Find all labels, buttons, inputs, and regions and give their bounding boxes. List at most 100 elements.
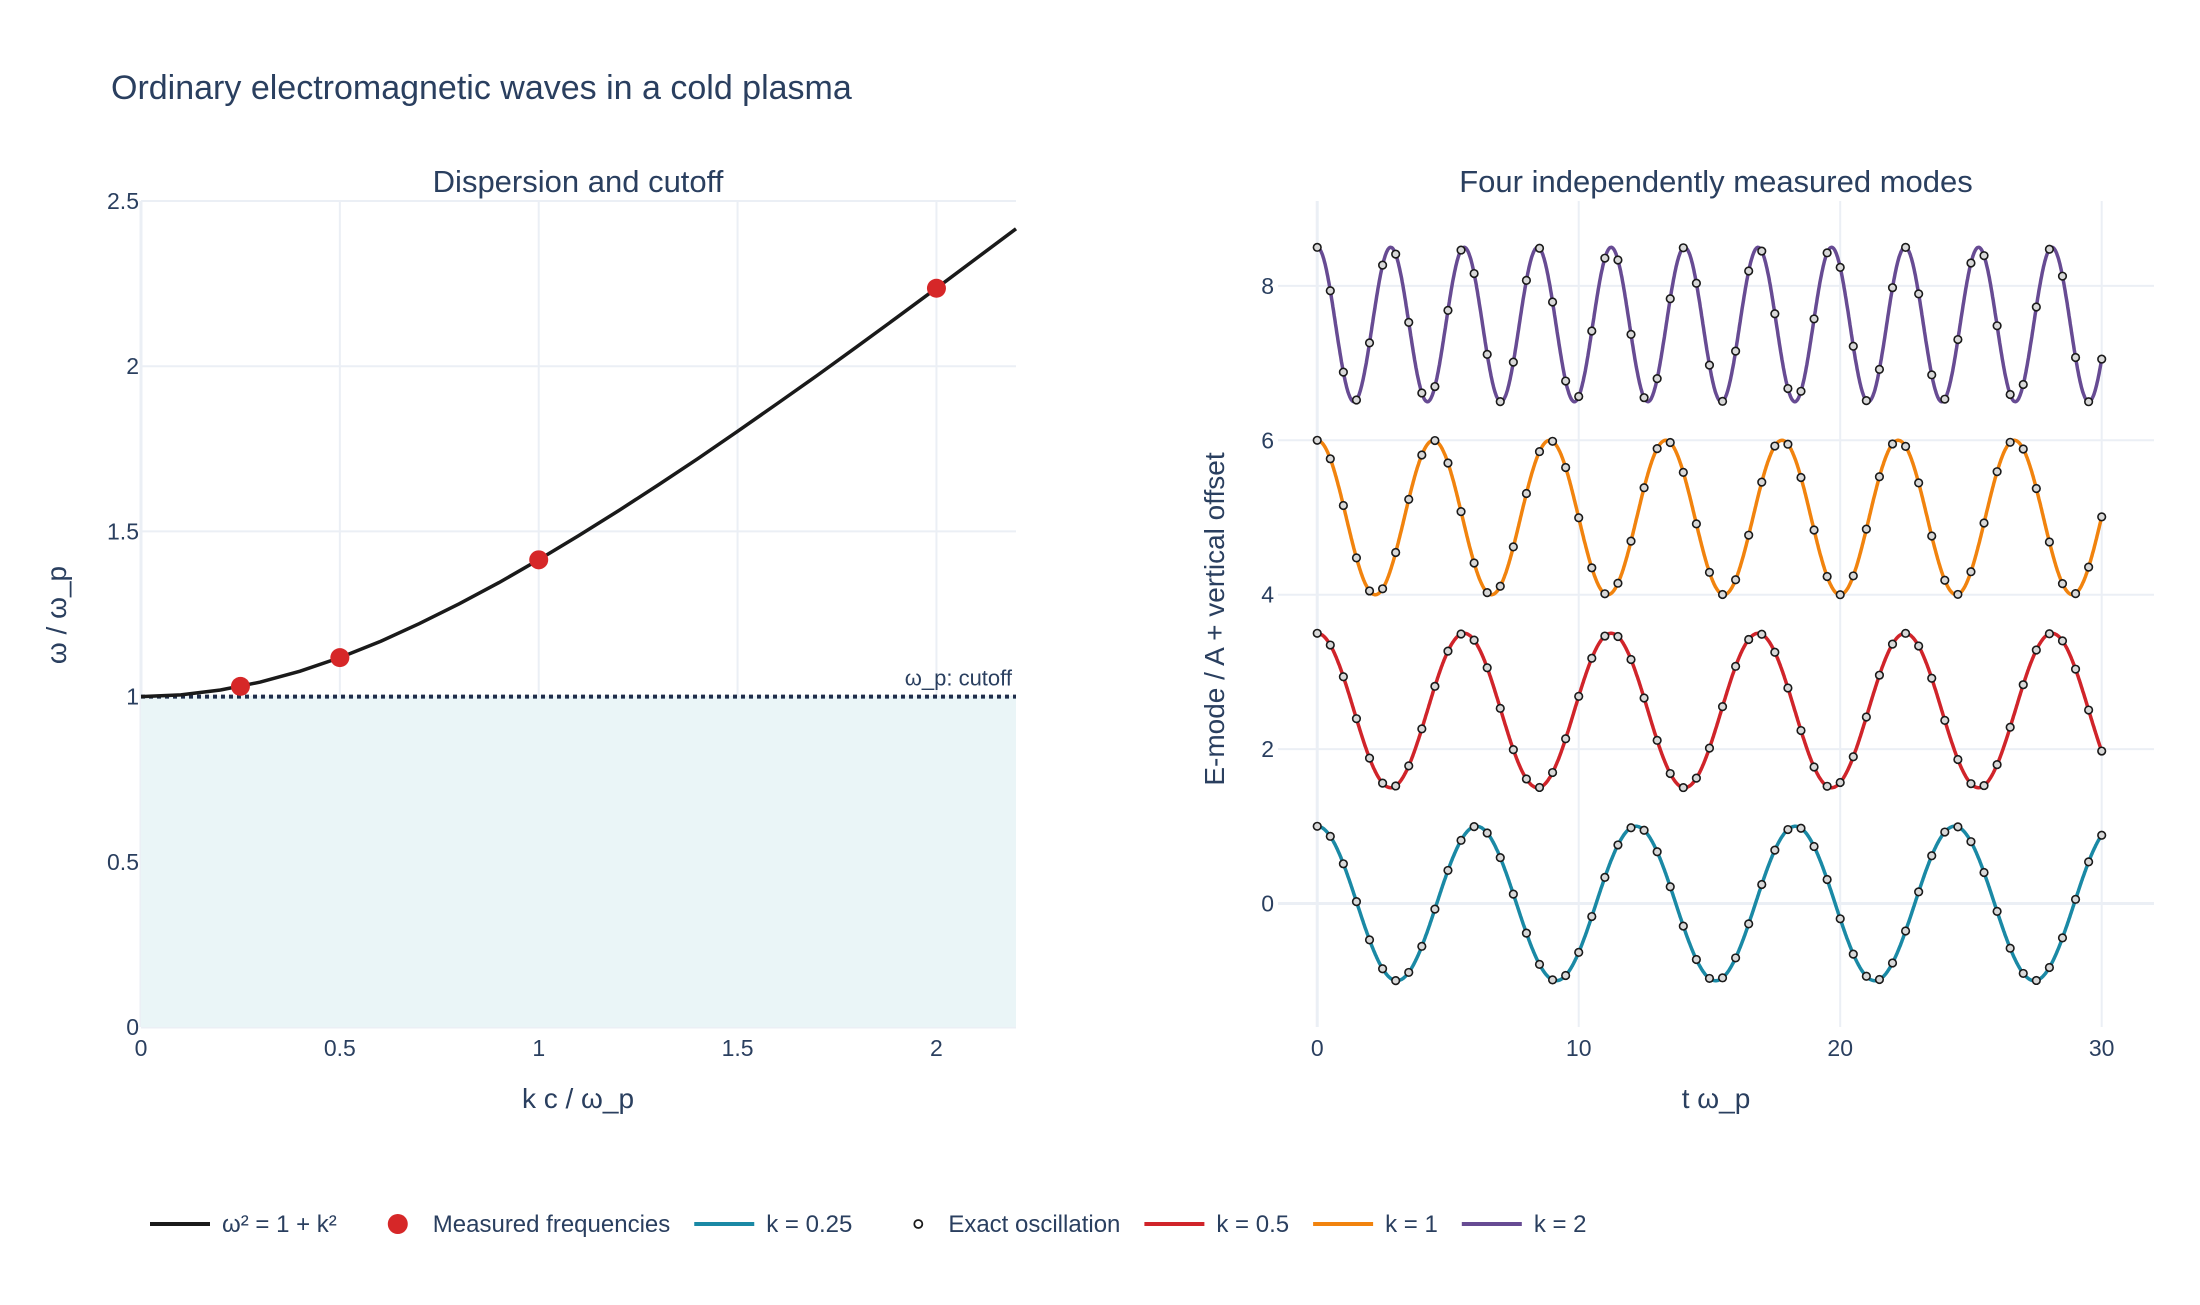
exact-oscillation-marker — [1574, 947, 1584, 957]
exact-oscillation-marker — [1469, 558, 1479, 568]
exact-oscillation-marker — [1953, 754, 1963, 765]
dispersion-curve — [140, 227, 1018, 699]
evanescent-region — [141, 696, 1016, 1027]
exact-oscillation-marker — [1717, 589, 1728, 600]
legend-item[interactable]: ω² = 1 + k² — [150, 1211, 337, 1238]
exact-oscillation-marker — [2018, 968, 2028, 979]
exact-oscillation-marker — [1443, 305, 1453, 315]
dispersion-panel-title: Dispersion and cutoff — [433, 164, 724, 199]
exact-oscillation-marker — [1770, 441, 1780, 451]
exact-oscillation-marker — [1992, 906, 2002, 916]
legend-item[interactable]: k = 2 — [1461, 1211, 1587, 1238]
exact-oscillation-marker — [1613, 578, 1623, 588]
exact-oscillation-marker — [1534, 782, 1545, 793]
exact-oscillation-marker — [1966, 779, 1976, 789]
exact-oscillation-marker — [1900, 628, 1911, 638]
exact-oscillation-marker — [1887, 639, 1898, 649]
measured-frequency-point — [230, 676, 250, 696]
exact-oscillation-marker — [2070, 352, 2081, 363]
legend-item[interactable]: Exact oscillation — [913, 1211, 1120, 1238]
exact-oscillation-marker — [1652, 735, 1662, 745]
mode-curve-k-2 — [1316, 245, 2104, 404]
legend-item[interactable]: Measured frequencies — [387, 1211, 670, 1238]
exact-oscillation-marker — [2018, 680, 2028, 690]
y-tick-label: 0 — [1261, 890, 1274, 916]
exact-oscillation-marker — [1796, 725, 1806, 736]
exact-oscillation-marker — [1534, 446, 1545, 457]
exact-oscillation-marker — [1521, 928, 1532, 938]
exact-oscillation-marker — [1639, 693, 1649, 703]
exact-oscillation-marker — [1613, 255, 1623, 265]
exact-oscillation-marker — [1312, 821, 1322, 831]
exact-oscillation-marker — [1364, 935, 1375, 945]
exact-oscillation-marker — [1887, 958, 1898, 968]
exact-oscillation-marker — [1809, 841, 1819, 852]
exact-oscillation-marker — [1861, 524, 1871, 534]
exact-oscillation-marker — [1495, 852, 1505, 863]
exact-oscillation-marker — [1338, 367, 1348, 377]
exact-oscillation-marker — [1744, 634, 1754, 645]
exact-oscillation-marker — [1940, 715, 1950, 725]
legend-label: k = 0.25 — [766, 1211, 852, 1238]
exact-oscillation-marker — [1626, 329, 1636, 340]
legend-item[interactable]: k = 1 — [1313, 1211, 1438, 1238]
exact-oscillation-marker — [1508, 889, 1518, 899]
exact-oscillation-marker — [1665, 882, 1675, 892]
exact-oscillation-marker — [1377, 964, 1388, 974]
exact-oscillation-marker — [1613, 631, 1623, 642]
exact-oscillation-marker — [1848, 341, 1858, 351]
exact-oscillation-marker — [1757, 879, 1767, 890]
exact-oscillation-marker — [1521, 774, 1532, 784]
exact-oscillation-marker — [2057, 579, 2068, 589]
exact-oscillation-marker — [1377, 584, 1388, 594]
x-tick-label: 1 — [532, 1035, 545, 1061]
x-tick-label: 20 — [1827, 1035, 1853, 1061]
exact-oscillation-marker — [2031, 975, 2041, 986]
mode-curve-k-0-5 — [1317, 631, 2104, 790]
exact-oscillation-marker — [1757, 629, 1767, 639]
exact-oscillation-marker — [1351, 553, 1362, 563]
exact-oscillation-marker — [1600, 872, 1610, 882]
exact-oscillation-marker — [1691, 954, 1701, 965]
exact-oscillation-marker — [1887, 283, 1898, 293]
exact-oscillation-marker — [1848, 571, 1858, 581]
exact-oscillation-marker — [1364, 338, 1375, 348]
measured-frequency-point — [529, 550, 549, 570]
exact-oscillation-marker — [1874, 472, 1885, 482]
measured-frequency-point — [926, 278, 946, 298]
legend-item[interactable]: k = 0.5 — [1144, 1211, 1289, 1238]
exact-oscillation-marker — [1704, 973, 1715, 984]
exact-oscillation-marker — [1796, 823, 1806, 833]
exact-oscillation-marker — [1547, 297, 1558, 307]
x-tick-label: 0 — [135, 1035, 148, 1061]
legend-item[interactable]: k = 0.25 — [694, 1211, 852, 1238]
exact-oscillation-marker — [1940, 394, 1950, 404]
exact-oscillation-marker — [1914, 478, 1924, 488]
exact-oscillation-marker — [1430, 681, 1440, 691]
exact-oscillation-marker — [1338, 672, 1348, 682]
exact-oscillation-marker — [1900, 926, 1911, 936]
exact-oscillation-marker — [1822, 571, 1832, 582]
exact-oscillation-marker — [1482, 828, 1492, 838]
exact-oscillation-marker — [1521, 275, 1532, 285]
legend-label: k = 2 — [1534, 1211, 1587, 1238]
exact-oscillation-marker — [1757, 477, 1767, 487]
exact-oscillation-marker — [1665, 437, 1675, 448]
exact-oscillation-marker — [1377, 778, 1388, 788]
exact-oscillation-marker — [2018, 444, 2028, 454]
exact-oscillation-marker — [1626, 823, 1636, 833]
measured-frequency-point — [330, 648, 350, 668]
exact-oscillation-marker — [1652, 374, 1662, 384]
y-tick-label: 4 — [1261, 582, 1274, 608]
exact-oscillation-marker — [2044, 244, 2055, 254]
x-tick-label: 0 — [1311, 1035, 1324, 1061]
exact-oscillation-marker — [2057, 636, 2068, 646]
legend-label: k = 1 — [1385, 1211, 1438, 1238]
exact-oscillation-marker — [1404, 967, 1414, 978]
exact-oscillation-marker — [1469, 268, 1479, 279]
exact-oscillation-marker — [1430, 435, 1440, 446]
legend-dot-swatch — [387, 1214, 408, 1234]
y-tick-label: 1.5 — [107, 518, 139, 544]
exact-oscillation-marker — [1652, 443, 1662, 454]
exact-oscillation-marker — [1547, 975, 1558, 985]
